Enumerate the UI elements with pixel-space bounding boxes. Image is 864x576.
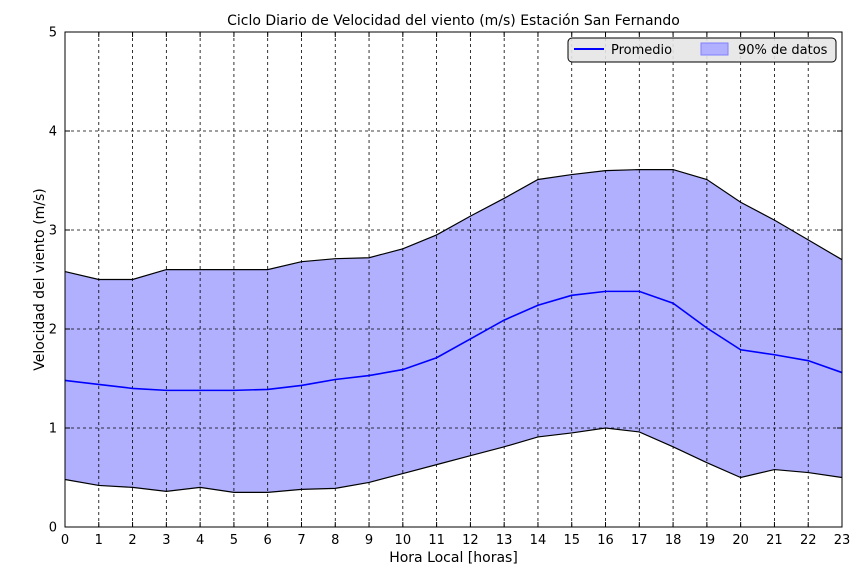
x-axis-title: Hora Local [horas] — [389, 550, 518, 566]
y-tick-label-2: 2 — [49, 323, 57, 338]
x-tick-label-13: 13 — [496, 533, 513, 548]
y-tick-label-4: 4 — [49, 125, 57, 140]
band-layer — [65, 169, 842, 493]
x-tick-label-6: 6 — [264, 533, 272, 548]
x-tick-label-23: 23 — [834, 533, 851, 548]
band-fill — [65, 169, 842, 493]
x-tick-label-17: 17 — [631, 533, 648, 548]
x-tick-label-11: 11 — [428, 533, 445, 548]
x-tick-label-3: 3 — [162, 533, 170, 548]
x-tick-label-10: 10 — [395, 533, 412, 548]
line-layer — [64, 169, 843, 493]
x-tick-label-9: 9 — [365, 533, 373, 548]
plot-frame — [64, 31, 843, 528]
y-axis-title: Velocidad del viento (m/s) — [32, 188, 48, 371]
x-tick-label-21: 21 — [766, 533, 783, 548]
x-tick-label-0: 0 — [61, 533, 69, 548]
y-tick-label-3: 3 — [49, 224, 57, 239]
x-tick-label-1: 1 — [95, 533, 103, 548]
x-tick-label-5: 5 — [230, 533, 238, 548]
chart-title: Ciclo Diario de Velocidad del viento (m/… — [227, 13, 680, 29]
y-tick-label-1: 1 — [49, 422, 57, 437]
x-tick-label-2: 2 — [128, 533, 136, 548]
y-tick-label-0: 0 — [49, 521, 57, 536]
x-tick-label-18: 18 — [665, 533, 682, 548]
x-tick-label-15: 15 — [563, 533, 580, 548]
band-lower-line — [64, 427, 843, 493]
legend: Promedio 90% de datos — [567, 37, 837, 63]
x-tick-label-8: 8 — [331, 533, 339, 548]
x-tick-label-4: 4 — [196, 533, 204, 548]
band-upper-line — [64, 169, 843, 281]
x-tick-label-14: 14 — [530, 533, 547, 548]
y-tick-label-5: 5 — [49, 26, 57, 41]
x-tick-label-22: 22 — [800, 533, 817, 548]
series-promedio-line — [64, 290, 843, 392]
legend-swatch-90-de-datos — [700, 42, 729, 56]
tick-layer: 0 1 2 3 4 5 6 7 8 9 10 11 12 13 14 15 16 17 18 19 20 21 22 2301… — [49, 26, 851, 549]
legend-label-90-de-datos: 90% de datos — [738, 43, 828, 58]
x-tick-label-19: 19 — [699, 533, 716, 548]
legend-label-promedio: Promedio — [611, 43, 672, 58]
x-tick-label-20: 20 — [732, 533, 749, 548]
x-tick-label-12: 12 — [462, 533, 479, 548]
x-tick-label-7: 7 — [297, 533, 305, 548]
x-tick-label-16: 16 — [597, 533, 614, 548]
